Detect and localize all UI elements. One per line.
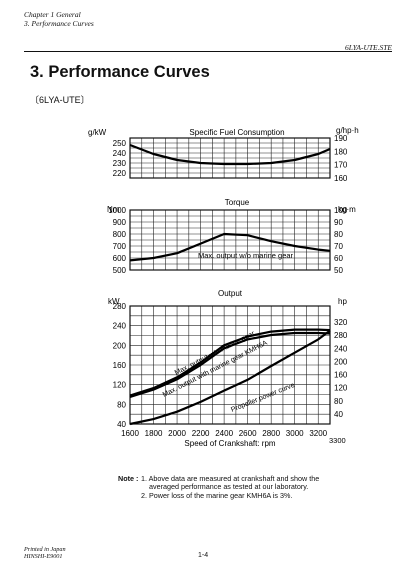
output-left-unit: kW	[108, 297, 120, 306]
y2-tick-label: 100	[334, 206, 348, 215]
torque-left-unit: Nm	[107, 205, 120, 214]
y-tick-label: 80	[117, 400, 126, 409]
y2-tick-label: 170	[334, 161, 348, 170]
header-rule	[24, 51, 392, 52]
y2-tick-label: 80	[334, 397, 343, 406]
notes-body: 1. Above data are measured at crankshaft…	[141, 474, 378, 500]
x-tick-label: 2200	[192, 429, 210, 438]
notes-label: Note :	[118, 474, 139, 483]
y2-tick-label: 200	[334, 357, 348, 366]
chart-frame	[129, 137, 331, 179]
fuel-chart: Specific Fuel Consumption g/kW g/hp·h 22…	[88, 126, 359, 183]
y2-tick-label: 240	[334, 344, 348, 353]
fuel-chart-title: Specific Fuel Consumption	[189, 128, 284, 137]
y-tick-label: 250	[113, 139, 127, 148]
header-chapter: Chapter 1 General 3. Performance Curves	[24, 10, 94, 28]
y-tick-label: 280	[113, 302, 127, 311]
series-line	[129, 232, 331, 262]
y2-tick-label: 160	[334, 371, 348, 380]
torque-chart: Torque Nm kg·m 500 600 700 800 900 1000 50 60 70…	[107, 198, 356, 275]
y-tick-label: 40	[117, 420, 126, 429]
output-x-extra-tick: 3300	[329, 436, 346, 445]
x-tick-label: 1600	[121, 429, 139, 438]
y2-tick-label: 180	[334, 147, 348, 156]
y2-tick-label: 90	[334, 218, 343, 227]
output-annotation-propeller: Propeller power curve	[230, 382, 296, 414]
x-tick-label: 2400	[215, 429, 233, 438]
y2-tick-label: 80	[334, 230, 343, 239]
torque-right-unit: kg·m	[338, 205, 356, 214]
output-chart: Output kW hp 40 80 120 160 200 240 280 40 80 120 1…	[108, 289, 348, 448]
footer-printed-text: Printed in Japan	[24, 546, 66, 553]
y-tick-label: 500	[113, 266, 127, 275]
y-tick-label: 1000	[108, 206, 126, 215]
y-tick-label: 200	[113, 341, 127, 350]
y-tick-label: 160	[113, 361, 127, 370]
y-tick-label: 600	[113, 254, 127, 263]
output-right-unit: hp	[338, 297, 347, 306]
page-title: 3. Performance Curves	[30, 63, 210, 81]
footer-doc-code: HINSHI-E9001	[24, 553, 63, 560]
torque-annotation: Max. output w/o marine gear	[198, 251, 294, 260]
y2-tick-label: 120	[334, 384, 348, 393]
y2-tick-label: 70	[334, 242, 343, 251]
output-x-label: Speed of Crankshaft: rpm	[184, 439, 275, 448]
footer-page-number: 1-4	[198, 552, 209, 559]
fuel-right-unit: g/hp·h	[336, 126, 359, 135]
notes-block: Note : 1. Above data are measured at cra…	[118, 474, 378, 500]
x-tick-label: 3000	[286, 429, 304, 438]
y-tick-label: 230	[113, 159, 127, 168]
note-item: 1. Above data are measured at crankshaft…	[141, 474, 320, 483]
model-label: 〔6LYA-UTE〕	[30, 95, 90, 105]
series-line	[129, 328, 331, 397]
series-line	[129, 329, 331, 426]
y-tick-label: 240	[113, 322, 127, 331]
y2-tick-label: 50	[334, 266, 343, 275]
output-chart-title: Output	[218, 289, 243, 298]
y-tick-label: 120	[113, 381, 127, 390]
y2-tick-label: 190	[334, 134, 348, 143]
y-tick-label: 700	[113, 242, 127, 251]
series-line	[129, 143, 331, 166]
header-chapter-title: Chapter 1 General	[24, 10, 81, 19]
y2-tick-label: 160	[334, 174, 348, 183]
note-item: 2. Power loss of the marine gear KMH6A i…	[141, 490, 293, 500]
y2-tick-label: 40	[334, 410, 343, 419]
y2-tick-label: 60	[334, 254, 343, 263]
fuel-left-unit: g/kW	[88, 128, 107, 137]
y2-tick-label: 280	[334, 331, 348, 340]
y-tick-label: 900	[113, 218, 127, 227]
chart-frame	[129, 209, 331, 271]
y-tick-label: 800	[113, 230, 127, 239]
chart-frame	[129, 305, 331, 425]
y-tick-label: 220	[113, 169, 127, 178]
x-tick-label: 1800	[145, 429, 163, 438]
x-tick-label: 2800	[262, 429, 280, 438]
header-section-title: 3. Performance Curves	[24, 19, 94, 28]
x-tick-label: 2000	[168, 429, 186, 438]
y2-tick-label: 320	[334, 318, 348, 327]
y-tick-label: 240	[113, 149, 127, 158]
header-model-code: 6LYA-UTE.STE	[344, 43, 392, 52]
torque-chart-title: Torque	[225, 198, 250, 207]
note-item: averaged performance as tested at our la…	[149, 482, 309, 492]
series-line	[129, 331, 331, 399]
x-tick-label: 2600	[239, 429, 257, 438]
x-tick-label: 3200	[309, 429, 327, 438]
footer-printed: Printed in Japan HINSHI-E9001	[24, 546, 66, 560]
